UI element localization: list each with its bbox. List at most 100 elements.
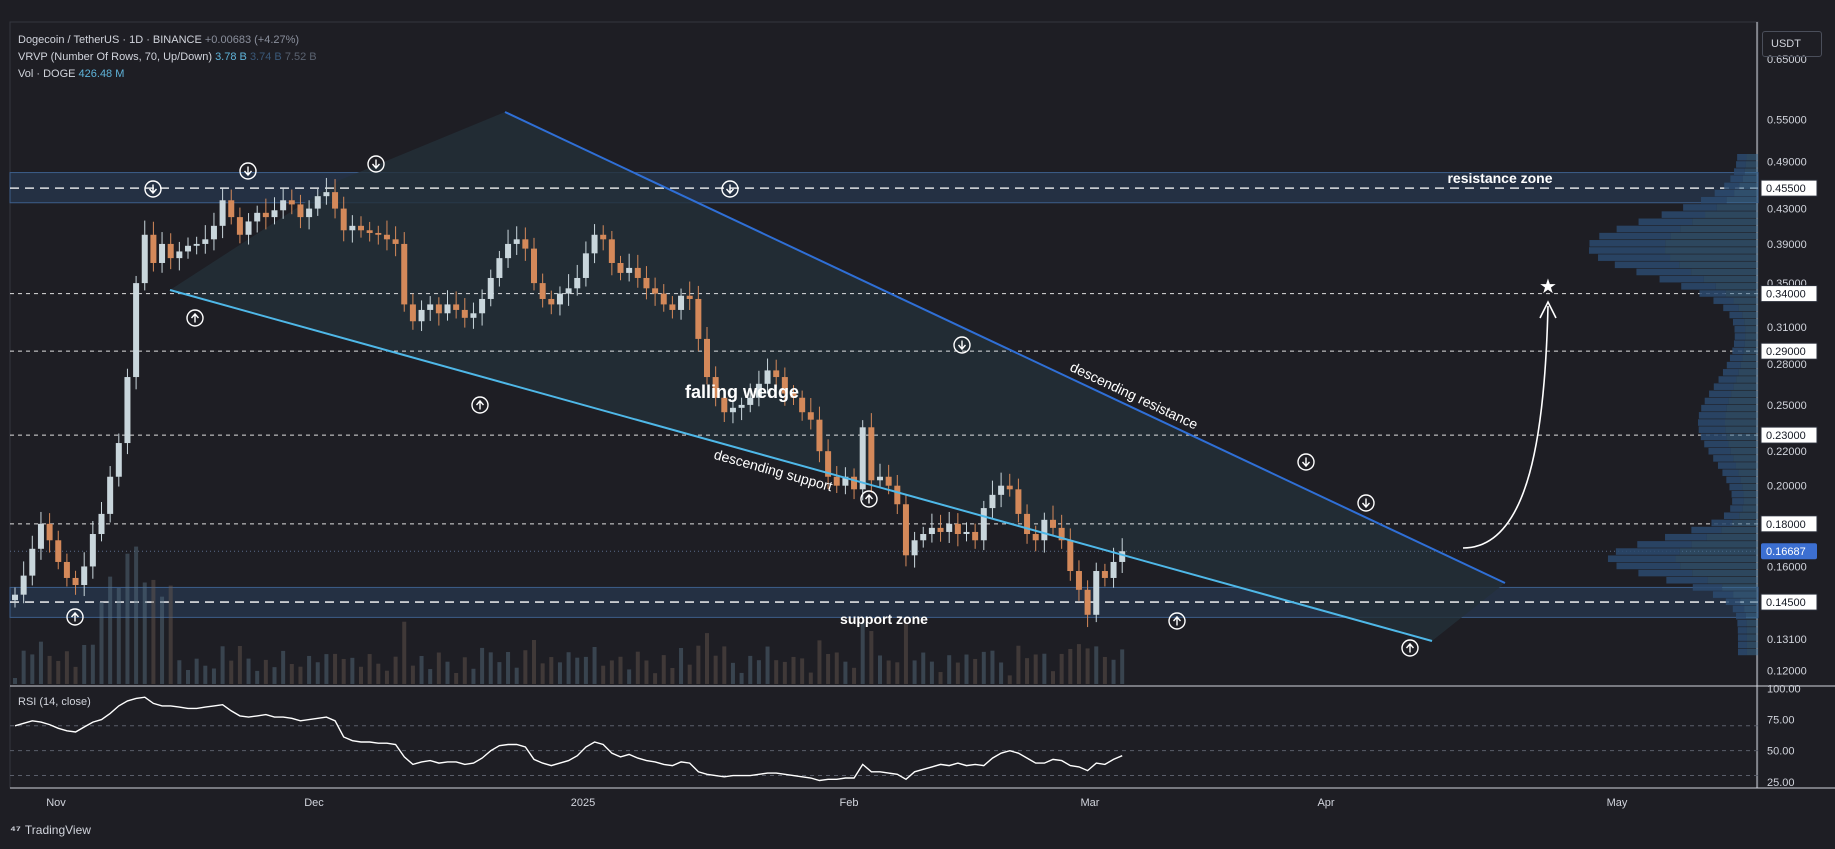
volume-bar (151, 579, 156, 684)
price-axis-tick: 0.20000 (1767, 481, 1807, 493)
candle-body (461, 309, 468, 318)
price-axis-tick: 0.16000 (1767, 561, 1807, 573)
candle-body (1101, 571, 1108, 578)
volume-bar (125, 553, 130, 684)
volume-profile-bar (1713, 383, 1734, 390)
volume-bar (826, 653, 831, 684)
volume-bar (999, 662, 1004, 684)
candle-body (833, 476, 840, 486)
symbol-legend[interactable]: Dogecoin / TetherUS · 1D · BINANCE +0.00… (18, 34, 299, 46)
volume-profile-bar (1737, 627, 1747, 634)
volume-bar (1016, 645, 1021, 684)
swing-high-arrow-icon (1297, 453, 1315, 471)
volume-bar (661, 655, 666, 684)
candle-body (790, 393, 797, 398)
candle-body (816, 419, 823, 452)
volume-bar (220, 646, 225, 684)
candle-body (755, 383, 762, 398)
time-axis-tick: Feb (840, 797, 859, 809)
volume-profile-bar (1725, 426, 1758, 433)
volume-profile-bar (1638, 218, 1693, 226)
volume-bar (142, 582, 147, 684)
volume-bar (480, 647, 485, 684)
volume-legend[interactable]: Vol · DOGE 426.48 M (18, 68, 124, 80)
candle-body (427, 304, 434, 310)
candle-body (366, 230, 373, 233)
volume-profile-bar (1698, 426, 1726, 433)
volume-profile-bar (1707, 576, 1758, 584)
volume-profile-bar (1737, 153, 1747, 161)
volume-profile-bar (1722, 469, 1739, 476)
volume-profile-bar (1728, 440, 1758, 448)
volume-profile-bar (1731, 490, 1744, 498)
volume-profile-bar (1681, 283, 1716, 290)
candle-body (807, 412, 814, 420)
currency-unit-button[interactable]: USDT (1762, 31, 1822, 57)
candle-body (894, 485, 901, 505)
candle-body (928, 527, 935, 535)
candle-body (1015, 489, 1022, 514)
candle-body (902, 504, 909, 556)
volume-profile-bar (1714, 189, 1735, 197)
tradingview-logo[interactable]: ⁴⁷ TradingView (10, 823, 91, 837)
candle-body (721, 397, 728, 413)
candle-body (539, 283, 546, 299)
candle-body (401, 243, 408, 305)
volume-profile-bar (1732, 318, 1745, 326)
swing-low-arrow-icon (66, 608, 84, 626)
candle-body (133, 283, 140, 378)
volume-bar (471, 668, 476, 684)
volume-profile-bar (1745, 612, 1758, 620)
candle-body (1084, 589, 1091, 615)
candle-body (280, 200, 287, 211)
volume-bar (419, 656, 424, 684)
volume-profile-bar (1726, 197, 1758, 204)
target-star-icon: ★ (1539, 276, 1557, 298)
volume-bar (748, 655, 753, 684)
swing-high-arrow-icon (144, 180, 162, 198)
candle-body (1067, 540, 1074, 572)
candle-body (799, 397, 806, 413)
volume-bar (410, 665, 415, 684)
volume-profile-bar (1723, 304, 1739, 312)
candle-body (409, 304, 416, 322)
volume-profile-bar (1599, 232, 1671, 240)
volume-profile-bar (1726, 361, 1741, 369)
candle-body (1050, 519, 1056, 528)
volume-profile-bar (1699, 290, 1726, 297)
candle-body (678, 295, 685, 310)
volume-profile-bar (1743, 498, 1758, 505)
volume-bar (324, 654, 329, 684)
volume-profile-bar (1742, 483, 1758, 491)
volume-profile-bar (1665, 247, 1758, 254)
volume-bar (506, 652, 511, 684)
volume-bar (575, 657, 580, 684)
price-axis-tick: 0.43000 (1767, 204, 1807, 216)
time-axis-tick: Dec (304, 797, 324, 809)
price-level-tag (1760, 179, 1818, 197)
current-price-tag (1761, 543, 1817, 560)
volume-profile-bar (1733, 340, 1745, 347)
volume-bar (1007, 675, 1012, 684)
candle-body (98, 513, 105, 535)
volume-bar (298, 666, 303, 684)
vrvp-legend[interactable]: VRVP (Number Of Rows, 70, Up/Down) 3.78 … (18, 51, 317, 63)
swing-high-arrow-icon (721, 180, 739, 198)
volume-bar (445, 661, 450, 684)
candle-body (1058, 527, 1065, 541)
candle-body (358, 225, 364, 231)
volume-bar (21, 650, 26, 684)
volume-profile-bar (1713, 455, 1734, 462)
volume-profile-bar (1665, 240, 1758, 247)
price-axis-tick: 0.31000 (1767, 322, 1807, 334)
volume-bar (635, 651, 640, 684)
volume-profile-bar (1733, 383, 1758, 390)
volume-profile-bar (1692, 218, 1758, 226)
candle-body (210, 225, 217, 240)
time-axis-tick: Nov (46, 797, 66, 809)
volume-bar (99, 601, 104, 684)
candle-body (340, 208, 347, 231)
price-axis-tick: 0.65000 (1767, 54, 1807, 66)
